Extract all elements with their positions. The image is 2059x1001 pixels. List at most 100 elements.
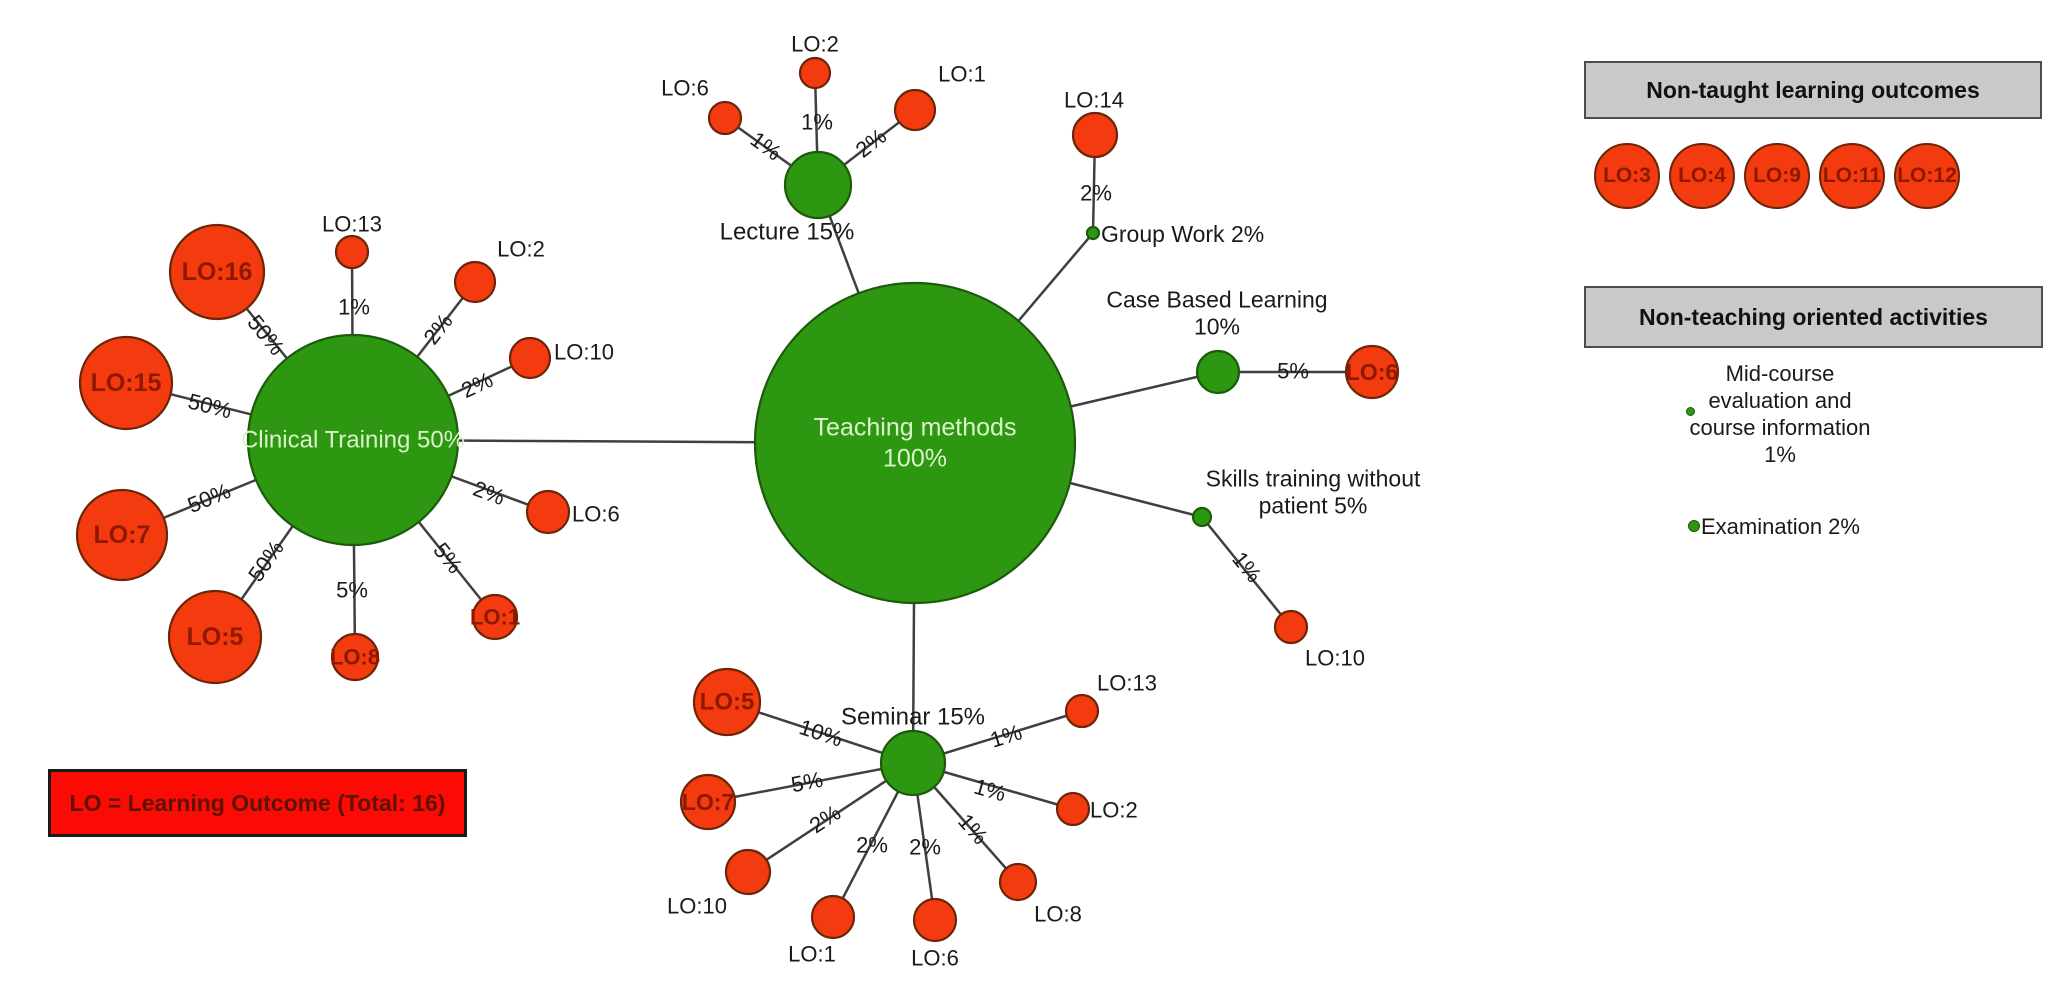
edge-label-clinical-lo15c: 50%	[186, 389, 235, 424]
node-lo8c	[330, 632, 380, 682]
node-lo7c	[75, 488, 169, 582]
edge-label-seminar-lo6s: 2%	[909, 835, 941, 860]
node-teaching	[753, 281, 1077, 605]
non-taught-lo-chip: LO:3	[1594, 143, 1660, 209]
node-label-lo10c: LO:10	[554, 340, 614, 365]
node-label-cbl: Case Based Learning	[1106, 287, 1327, 313]
activity-midcourse-label: Mid-course evaluation and course informa…	[1689, 361, 1871, 467]
node-lo1s	[810, 894, 856, 940]
node-lo10se	[724, 848, 772, 896]
node-label-lo5c: LO:5	[187, 623, 244, 651]
node-label-lo10s: LO:10	[1305, 646, 1365, 671]
edge-label-clinical-lo1c: 5%	[428, 538, 467, 578]
node-label-lo10se: LO:10	[667, 894, 727, 919]
node-lo13c	[334, 234, 370, 270]
edge-label-seminar-lo7s: 5%	[789, 767, 825, 798]
non-taught-items: LO:3 LO:4 LO:9 LO:11 LO:12	[1594, 143, 1960, 209]
non-teaching-header: Non-teaching oriented activities	[1584, 286, 2043, 348]
node-lo15c	[78, 335, 174, 431]
node-label-clinical: Clinical Training 50%	[241, 427, 465, 454]
node-label-lo13c: LO:13	[322, 212, 382, 237]
node-label-teaching: 100%	[883, 445, 947, 473]
node-lo7s	[679, 773, 737, 831]
activity-examination-label: Examination 2%	[1701, 514, 1860, 539]
node-label-lo16c: LO:16	[182, 258, 253, 286]
node-label-lo14: LO:14	[1064, 88, 1124, 113]
non-taught-title: Non-taught learning outcomes	[1646, 76, 1980, 103]
edge-label-seminar-lo13s: 1%	[987, 719, 1025, 752]
node-label-lo6c: LO:6	[572, 502, 620, 527]
non-teaching-title: Non-teaching oriented activities	[1639, 303, 1988, 330]
edge-label-skills-lo10s: 1%	[1227, 547, 1266, 587]
node-lo1L	[893, 88, 937, 132]
node-lo8s	[998, 862, 1038, 902]
edge-label-clinical-lo6c: 2%	[470, 476, 508, 510]
node-label-lo6s: LO:6	[911, 946, 959, 971]
node-lo16c	[168, 223, 266, 321]
node-label-skills: Skills training without	[1206, 466, 1421, 492]
node-lo13s	[1064, 693, 1100, 729]
non-taught-lo-chip: LO:12	[1894, 143, 1960, 209]
node-label-lo8s: LO:8	[1034, 902, 1082, 927]
edge-label-seminar-lo2s: 1%	[971, 774, 1008, 807]
node-lecture	[783, 150, 853, 220]
edge-label-lecture-lo2L: 1%	[801, 110, 833, 135]
node-lo1c	[471, 593, 519, 641]
edge-label-cbl-lo6cb: 5%	[1277, 359, 1309, 384]
edge-label-groupwork-lo14: 2%	[1080, 181, 1112, 206]
non-taught-header: Non-taught learning outcomes	[1584, 61, 2042, 119]
legend-label: LO = Learning Outcome (Total: 16)	[69, 789, 446, 816]
node-label-lo1c: LO:1	[470, 605, 520, 630]
edge-label-clinical-lo10c: 2%	[457, 367, 496, 403]
node-lo6s	[912, 897, 958, 943]
node-label-teaching: Teaching methods	[814, 414, 1017, 442]
node-lo5s	[692, 667, 762, 737]
node-lo6cb	[1344, 344, 1400, 400]
midcourse-dot	[1686, 407, 1695, 416]
non-taught-lo-chip: LO:4	[1669, 143, 1735, 209]
node-label-lecture: Lecture 15%	[720, 219, 855, 246]
node-label-lo13s: LO:13	[1097, 671, 1157, 696]
edge-label-lecture-lo6L: 1%	[746, 127, 786, 166]
edge-label-seminar-lo1s: 2%	[856, 833, 888, 858]
edge-seminar-lo7s	[707, 761, 914, 804]
node-label-lo1s: LO:1	[788, 942, 836, 967]
node-label-groupwork: Group Work 2%	[1101, 221, 1264, 247]
legend-box: LO = Learning Outcome (Total: 16)	[48, 769, 467, 837]
node-lo2L	[798, 56, 832, 90]
node-label-lo2c: LO:2	[497, 237, 545, 262]
edge-skills-lo10s	[1201, 516, 1292, 628]
node-label-lo7s: LO:7	[682, 789, 734, 815]
edge-label-seminar-lo5s: 10%	[796, 714, 846, 751]
node-lo2s	[1055, 791, 1091, 827]
node-label-lo5s: LO:5	[700, 689, 755, 716]
non-taught-lo-chip: LO:9	[1744, 143, 1810, 209]
node-label-lo6L: LO:6	[661, 76, 709, 101]
edge-label-lecture-lo1L: 2%	[851, 123, 891, 162]
node-lo10s	[1273, 609, 1309, 645]
node-label-skills: patient 5%	[1259, 493, 1368, 519]
node-label-lo1L: LO:1	[938, 62, 986, 87]
node-label-lo2s: LO:2	[1090, 798, 1138, 823]
node-cbl	[1195, 349, 1241, 395]
edge-label-clinical-lo2c: 2%	[418, 309, 457, 349]
node-label-lo7c: LO:7	[94, 521, 151, 549]
node-lo6c	[525, 489, 571, 535]
node-label-lo2L: LO:2	[791, 32, 839, 57]
node-label-cbl: 10%	[1194, 314, 1240, 340]
node-lo10c	[508, 336, 552, 380]
node-lo2c	[453, 260, 497, 304]
edge-label-clinical-lo8c: 5%	[336, 578, 368, 603]
examination-dot	[1688, 520, 1700, 532]
edge-label-clinical-lo7c: 50%	[184, 478, 234, 518]
node-lo5c	[167, 589, 263, 685]
node-seminar	[879, 729, 947, 797]
node-label-lo6cb: LO:6	[1346, 359, 1398, 385]
node-skills	[1191, 506, 1213, 528]
node-lo6L	[707, 100, 743, 136]
node-label-lo15c: LO:15	[91, 369, 162, 397]
node-label-seminar: Seminar 15%	[841, 704, 985, 731]
edge-label-clinical-lo13c: 1%	[338, 295, 370, 320]
node-clinical	[246, 333, 460, 547]
